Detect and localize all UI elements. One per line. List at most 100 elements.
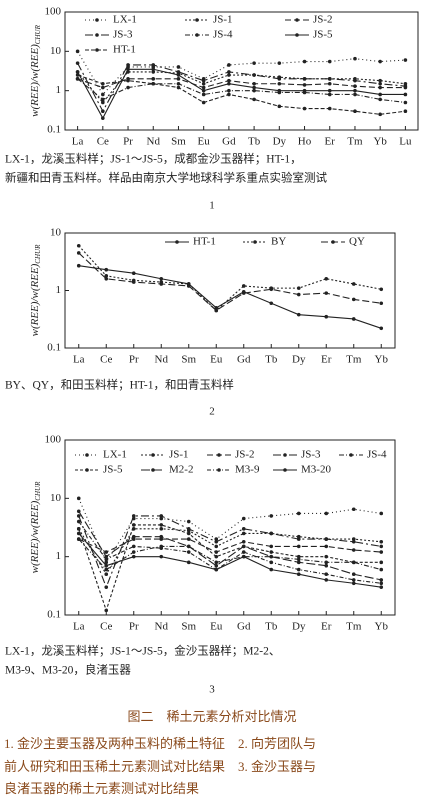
series-line — [78, 510, 382, 581]
data-point — [241, 544, 246, 549]
data-point — [252, 81, 256, 86]
data-point — [214, 306, 219, 310]
data-point — [104, 608, 109, 613]
x-tick-label: Tm — [346, 354, 362, 366]
data-point — [351, 507, 356, 512]
data-point — [241, 531, 246, 536]
y-tick-label: 1 — [56, 550, 62, 562]
data-point — [101, 116, 105, 120]
data-point — [353, 88, 357, 93]
data-point — [277, 104, 282, 109]
data-point — [379, 550, 384, 554]
x-tick-label: Eu — [210, 354, 223, 366]
data-point — [252, 61, 256, 65]
data-point — [327, 88, 332, 93]
panel-label: 1 — [209, 200, 215, 212]
data-point — [186, 544, 191, 549]
caption-line: LX-1，龙溪玉料样；JS-1～JS-5，成都金沙玉器样；HT-1， — [5, 152, 302, 166]
x-tick-label: Gd — [222, 136, 236, 148]
data-point — [75, 73, 80, 77]
data-point — [186, 550, 191, 554]
data-point — [75, 61, 80, 65]
data-point — [302, 106, 307, 111]
data-point — [214, 550, 219, 554]
data-point — [296, 557, 301, 562]
x-tick-label: Sm — [181, 354, 196, 366]
legend-marker — [295, 18, 299, 22]
data-point — [159, 527, 164, 531]
data-point — [151, 63, 156, 67]
data-point — [324, 572, 329, 577]
data-point — [252, 88, 256, 93]
data-point — [351, 572, 356, 577]
x-tick-label: Er — [321, 621, 332, 633]
data-point — [176, 65, 181, 69]
data-point — [214, 537, 219, 541]
data-point — [252, 85, 256, 90]
data-point — [296, 560, 301, 565]
data-point — [227, 92, 231, 97]
data-point — [201, 88, 206, 93]
y-axis-label: w(REE)/w(REE)CHUR — [29, 481, 42, 573]
data-point — [378, 81, 382, 86]
legend-marker — [349, 453, 353, 457]
data-point — [403, 58, 408, 62]
data-point — [101, 97, 105, 102]
data-point — [214, 563, 219, 568]
data-point — [379, 560, 384, 565]
legend-marker — [151, 468, 155, 472]
data-point — [403, 100, 408, 105]
data-point — [378, 92, 382, 97]
data-point — [351, 317, 356, 321]
y-tick-label: 10 — [50, 492, 62, 504]
series-line — [77, 62, 406, 113]
data-point — [327, 106, 332, 111]
data-point — [214, 554, 219, 559]
data-point — [277, 77, 282, 81]
data-point — [241, 284, 246, 288]
data-point — [176, 81, 181, 86]
data-point — [214, 308, 219, 313]
data-point — [101, 92, 105, 97]
data-point — [269, 554, 274, 559]
data-point — [324, 578, 329, 582]
data-point — [104, 557, 109, 562]
legend-label: JS-2 — [313, 14, 333, 26]
legend-marker — [283, 468, 287, 472]
data-point — [131, 554, 136, 559]
x-tick-label: Ce — [97, 136, 109, 148]
y-axis-label-sub: CHUR — [34, 244, 42, 264]
legend-label: M2-2 — [169, 464, 193, 476]
data-point — [252, 97, 256, 102]
data-point — [227, 81, 231, 86]
data-point — [104, 572, 109, 577]
data-point — [327, 92, 332, 97]
data-point — [159, 523, 164, 527]
data-point — [241, 291, 246, 295]
legend-label: JS-1 — [169, 449, 189, 461]
data-point — [126, 85, 130, 90]
x-tick-label: Tb — [265, 621, 278, 633]
series-line — [78, 528, 382, 576]
data-point — [296, 554, 301, 559]
data-point — [241, 539, 246, 544]
x-tick-label: La — [72, 136, 84, 148]
data-point — [151, 77, 156, 81]
data-point — [351, 282, 356, 286]
x-tick-label: Pr — [129, 621, 139, 633]
y-axis-label-main: w(REE)/w(REE) — [29, 500, 41, 573]
data-point — [351, 297, 356, 302]
data-point — [324, 560, 329, 565]
data-point — [296, 567, 301, 572]
data-point — [353, 56, 357, 61]
data-point — [353, 84, 357, 88]
x-tick-label: Sm — [181, 621, 196, 633]
data-point — [324, 563, 329, 568]
data-point — [201, 100, 206, 105]
data-point — [296, 292, 301, 297]
data-point — [269, 544, 274, 549]
data-point — [296, 286, 301, 290]
data-point — [324, 537, 329, 541]
data-point — [151, 81, 156, 86]
data-point — [379, 539, 384, 544]
